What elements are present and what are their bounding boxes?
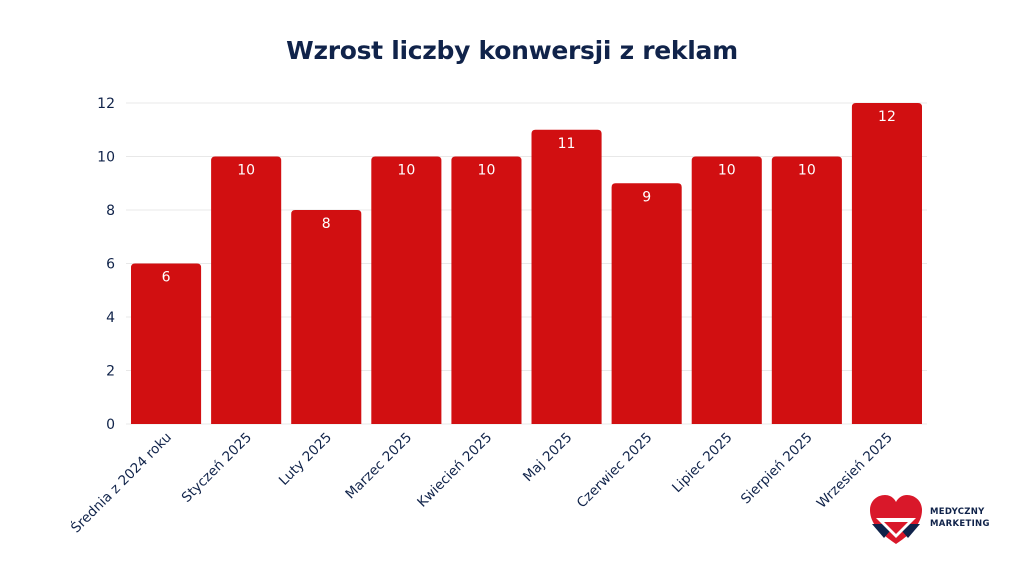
heart-shield-icon bbox=[870, 495, 922, 544]
bars bbox=[131, 103, 922, 424]
x-tick-label: Styczeń 2025 bbox=[179, 430, 255, 506]
x-tick-label: Średnia z 2024 roku bbox=[67, 428, 175, 536]
data-label: 10 bbox=[718, 163, 736, 179]
bar bbox=[691, 156, 762, 424]
logo-text: MEDYCZNY MARKETING bbox=[930, 506, 990, 530]
x-tick-label: Lipiec 2025 bbox=[669, 430, 735, 496]
y-tick-label: 0 bbox=[106, 417, 115, 433]
y-tick-label: 4 bbox=[106, 310, 115, 326]
logo-line-2: MARKETING bbox=[930, 519, 990, 529]
x-tick-label: Czerwiec 2025 bbox=[574, 430, 656, 512]
bar bbox=[771, 156, 842, 424]
y-tick-label: 12 bbox=[97, 96, 115, 112]
bar bbox=[451, 156, 522, 424]
bar bbox=[131, 263, 202, 424]
data-label: 12 bbox=[878, 109, 896, 125]
data-label: 10 bbox=[397, 163, 415, 179]
x-axis-ticks: Średnia z 2024 roku Styczeń 2025 Luty 2025… bbox=[67, 428, 896, 536]
data-label: 9 bbox=[642, 189, 651, 205]
bar bbox=[611, 183, 682, 424]
y-tick-label: 8 bbox=[106, 203, 115, 219]
data-label: 10 bbox=[237, 163, 255, 179]
bar bbox=[211, 156, 282, 424]
x-tick-label: Marzec 2025 bbox=[342, 430, 415, 503]
y-tick-label: 10 bbox=[97, 150, 115, 166]
chart-title: Wzrost liczby konwersji z reklam bbox=[286, 36, 738, 65]
data-labels: 6 10 8 10 10 11 9 10 10 12 bbox=[162, 109, 896, 286]
logo-line-1: MEDYCZNY bbox=[930, 507, 985, 517]
brand-logo: MEDYCZNY MARKETING bbox=[868, 494, 990, 550]
data-label: 10 bbox=[798, 163, 816, 179]
x-tick-label: Luty 2025 bbox=[276, 430, 335, 489]
x-tick-label: Maj 2025 bbox=[520, 430, 575, 485]
bar bbox=[291, 210, 362, 424]
data-label: 10 bbox=[478, 163, 496, 179]
data-label: 8 bbox=[322, 216, 331, 232]
bar bbox=[851, 103, 922, 424]
bar bbox=[531, 129, 602, 424]
bar bbox=[371, 156, 442, 424]
x-tick-label: Sierpień 2025 bbox=[738, 430, 816, 508]
y-tick-label: 6 bbox=[106, 257, 115, 273]
y-tick-label: 2 bbox=[106, 364, 115, 380]
y-axis-ticks: 0 2 4 6 8 10 12 bbox=[97, 96, 115, 433]
x-tick-label: Kwiecień 2025 bbox=[414, 430, 495, 511]
data-label: 11 bbox=[558, 136, 576, 152]
data-label: 6 bbox=[162, 270, 171, 286]
